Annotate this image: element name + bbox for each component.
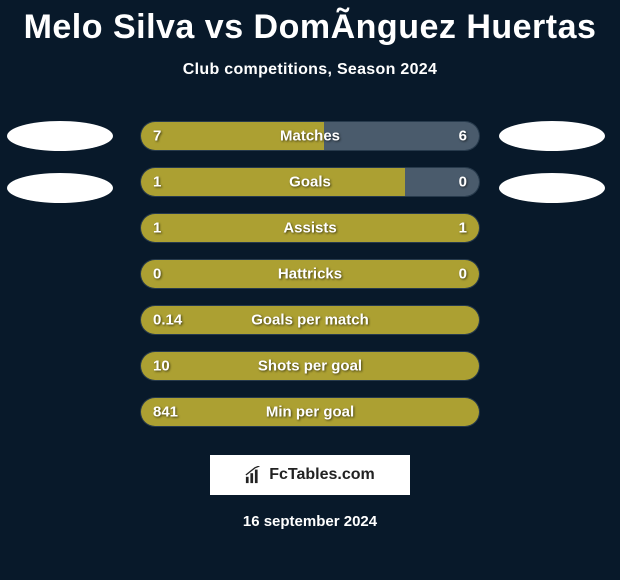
stat-value-right: 0 [459, 266, 467, 283]
stat-value-left: 841 [153, 404, 178, 421]
stat-row: 10 Shots per goal [140, 351, 480, 381]
stat-bar-right [405, 168, 479, 196]
stat-row: 0.14 Goals per match [140, 305, 480, 335]
stat-bar-right [324, 122, 479, 150]
page-title: Melo Silva vs DomÃ­nguez Huertas [0, 0, 620, 47]
stat-row: 841 Min per goal [140, 397, 480, 427]
player-badge-right [499, 121, 605, 151]
stat-label: Hattricks [278, 266, 342, 283]
stat-value-right: 0 [459, 174, 467, 191]
stat-label: Goals per match [251, 312, 369, 329]
stat-value-right: 1 [459, 220, 467, 237]
branding-box: FcTables.com [210, 455, 410, 495]
stat-label: Min per goal [266, 404, 354, 421]
stat-row: 1 Assists 1 [140, 213, 480, 243]
stat-row: 1 Goals 0 [140, 167, 480, 197]
stat-label: Goals [289, 174, 331, 191]
stat-value-left: 10 [153, 358, 170, 375]
stat-row: 0 Hattricks 0 [140, 259, 480, 289]
stat-value-left: 7 [153, 128, 161, 145]
footer-date: 16 september 2024 [0, 513, 620, 530]
stat-row: 7 Matches 6 [140, 121, 480, 151]
stat-value-left: 1 [153, 174, 161, 191]
chart-icon [245, 466, 263, 484]
player-badge-left [7, 173, 113, 203]
stat-value-left: 0.14 [153, 312, 182, 329]
stat-label: Matches [280, 128, 340, 145]
stat-value-left: 1 [153, 220, 161, 237]
stat-value-left: 0 [153, 266, 161, 283]
brand-text: FcTables.com [269, 466, 375, 484]
stat-label: Shots per goal [258, 358, 362, 375]
player-badge-right [499, 173, 605, 203]
stat-label: Assists [283, 220, 336, 237]
stat-bar-left [141, 168, 405, 196]
stat-value-right: 6 [459, 128, 467, 145]
comparison-chart: 7Matches61Goals01Assists10Hattricks00.14… [0, 121, 620, 427]
page-subtitle: Club competitions, Season 2024 [0, 61, 620, 79]
player-badge-left [7, 121, 113, 151]
